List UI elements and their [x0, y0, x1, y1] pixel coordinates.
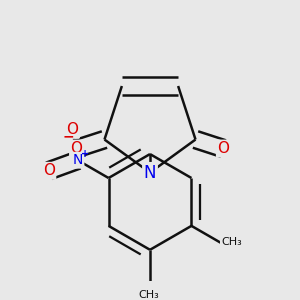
Text: O: O [218, 141, 230, 156]
Text: CH₃: CH₃ [138, 290, 159, 300]
Text: O: O [70, 141, 83, 156]
Text: N: N [73, 153, 83, 167]
Text: N: N [144, 164, 156, 181]
Text: O: O [66, 122, 78, 137]
Text: +: + [80, 149, 89, 159]
Text: CH₃: CH₃ [221, 237, 242, 247]
Text: O: O [43, 163, 55, 178]
Text: −: − [63, 130, 74, 144]
